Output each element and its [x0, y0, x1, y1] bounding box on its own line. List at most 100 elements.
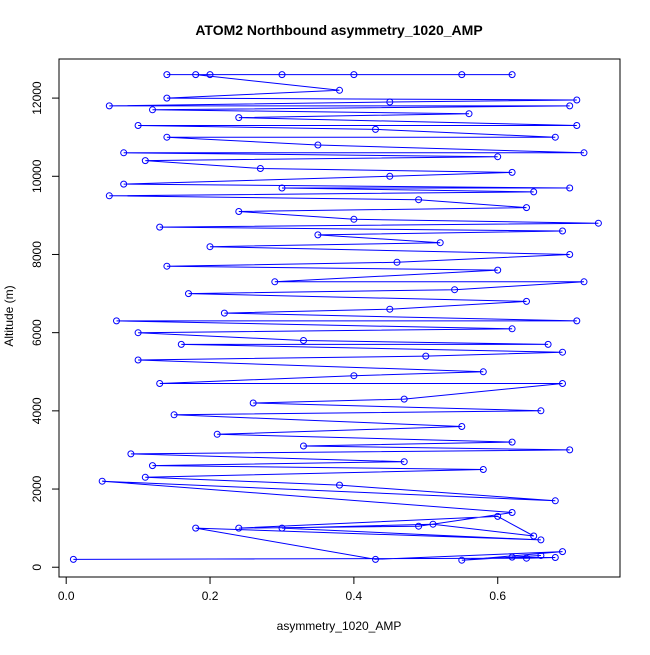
- data-point: [372, 125, 379, 133]
- data-point: [120, 149, 128, 157]
- data-point: [494, 153, 502, 161]
- data-point: [573, 122, 581, 129]
- data-point: [508, 438, 516, 446]
- data-point: [350, 215, 358, 223]
- data-point: [127, 450, 135, 458]
- data-point: [206, 243, 214, 251]
- data-point: [386, 98, 394, 106]
- data-point: [163, 94, 171, 102]
- data-point: [192, 524, 200, 532]
- data-point: [300, 442, 307, 450]
- data-point: [235, 114, 243, 122]
- x-tick-label: 0.2: [202, 589, 219, 603]
- data-point: [69, 555, 77, 563]
- data-point: [256, 165, 264, 172]
- data-point: [479, 368, 487, 376]
- data-point: [429, 520, 437, 528]
- data-point: [141, 157, 149, 165]
- data-point: [523, 204, 530, 212]
- data-point: [170, 411, 178, 419]
- data-point: [314, 141, 322, 149]
- data-point: [177, 340, 185, 348]
- data-point: [537, 552, 545, 559]
- data-point: [134, 329, 142, 337]
- data-point: [573, 96, 581, 104]
- data-point: [185, 290, 192, 298]
- x-axis: 0.0 0.2 0.4 0.6: [58, 576, 506, 603]
- data-point: [220, 309, 228, 317]
- data-point: [494, 512, 502, 520]
- x-tick-label: 0.4: [346, 589, 363, 603]
- data-point: [372, 555, 379, 563]
- data-point: [566, 102, 574, 110]
- data-point: [465, 110, 473, 118]
- data-point: [120, 180, 128, 188]
- data-point: [336, 86, 343, 94]
- data-point: [580, 278, 588, 286]
- y-tick-label: 6000: [30, 319, 44, 346]
- data-point: [559, 227, 566, 235]
- data-point: [163, 262, 171, 270]
- data-point: [508, 71, 516, 79]
- data-point: [537, 407, 545, 415]
- y-axis-label: Altitude (m): [2, 285, 16, 346]
- data-point: [594, 219, 602, 227]
- data-point: [98, 477, 106, 485]
- data-point: [386, 172, 394, 180]
- data-point: [551, 497, 559, 505]
- data-point: [530, 188, 538, 196]
- data-point: [400, 395, 408, 403]
- data-point: [300, 337, 307, 344]
- data-point: [156, 380, 164, 387]
- data-point: [508, 553, 516, 561]
- x-tick-label: 0.6: [489, 589, 506, 603]
- y-tick-label: 4000: [30, 397, 44, 424]
- data-point: [551, 554, 559, 561]
- data-point: [134, 356, 142, 364]
- data-point: [580, 149, 588, 157]
- data-point: [156, 223, 164, 231]
- plot-frame: [58, 58, 621, 578]
- data-point: [213, 430, 221, 438]
- data-point: [314, 231, 322, 239]
- y-tick-label: 0: [30, 564, 44, 571]
- data-point: [508, 325, 516, 333]
- data-point: [278, 184, 286, 192]
- data-point: [494, 266, 502, 274]
- data-point: [235, 208, 243, 215]
- data-point: [163, 71, 171, 79]
- data-point: [523, 554, 530, 562]
- data-point: [386, 305, 394, 313]
- data-point: [559, 380, 566, 387]
- data-point: [422, 352, 430, 360]
- data-point: [393, 258, 401, 266]
- data-point: [451, 286, 459, 294]
- data-point: [566, 446, 574, 454]
- data-point: [530, 532, 538, 540]
- data-point: [350, 71, 358, 79]
- x-tick-label: 0.0: [58, 589, 75, 603]
- data-point: [537, 536, 545, 544]
- data-point: [458, 423, 466, 430]
- data-point: [559, 548, 566, 556]
- data-point: [458, 556, 466, 564]
- data-point: [163, 133, 171, 141]
- y-tick-label: 8000: [30, 241, 44, 268]
- data-point: [278, 71, 286, 79]
- data-point: [458, 71, 466, 79]
- data-point: [415, 196, 423, 204]
- y-tick-label: 10000: [30, 159, 44, 193]
- data-point: [149, 106, 156, 114]
- data-point: [479, 466, 487, 473]
- data-point: [551, 133, 559, 141]
- y-tick-label: 12000: [30, 81, 44, 115]
- y-tick-label: 2000: [30, 475, 44, 502]
- data-layer: [69, 71, 602, 564]
- data-point: [235, 524, 243, 532]
- data-point: [192, 71, 200, 79]
- data-point: [400, 458, 408, 466]
- data-point: [436, 239, 444, 247]
- data-point: [249, 399, 257, 407]
